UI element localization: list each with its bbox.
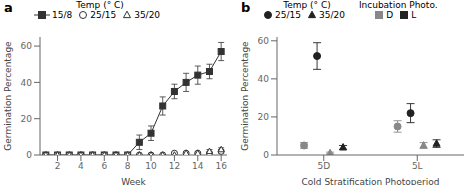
- svg-text:40: 40: [21, 78, 33, 88]
- html-text:D: D: [386, 10, 394, 20]
- svg-text:6: 6: [101, 161, 107, 171]
- svg-text:Week: Week: [121, 177, 146, 185]
- svg-text:2: 2: [55, 161, 61, 171]
- html-text:25/15: 25/15: [275, 10, 301, 20]
- svg-text:20: 20: [258, 112, 270, 122]
- html-text:a: a: [4, 0, 13, 15]
- svg-text:0: 0: [26, 150, 32, 160]
- html-text:35/20: 35/20: [134, 10, 161, 20]
- svg-text:Cold Stratification Photoperio: Cold Stratification Photoperiod: [302, 177, 440, 185]
- svg-text:12: 12: [169, 161, 180, 171]
- html-text:35/20: 35/20: [318, 10, 345, 20]
- svg-text:60: 60: [21, 41, 33, 51]
- svg-text:Germination Percentage: Germination Percentage: [8, 41, 13, 151]
- html-text:Temp (° C): Temp (° C): [283, 0, 331, 10]
- svg-text:16: 16: [215, 161, 227, 171]
- svg-text:5D: 5D: [317, 161, 330, 171]
- html-text:25/15: 25/15: [90, 10, 117, 20]
- svg-text:0: 0: [263, 150, 269, 160]
- html-text:Temp (° C): Temp (° C): [76, 0, 124, 10]
- svg-text:20: 20: [21, 114, 33, 124]
- html-text:L: L: [411, 10, 417, 20]
- svg-text:4: 4: [78, 161, 84, 171]
- svg-text:Germination Percentage: Germination Percentage: [240, 41, 250, 151]
- svg-text:60: 60: [258, 36, 270, 46]
- html-text:Incubation Photo.: Incubation Photo.: [358, 0, 438, 10]
- svg-text:5L: 5L: [412, 161, 423, 171]
- html-text:b: b: [241, 0, 251, 15]
- html-text:15/8: 15/8: [52, 10, 73, 20]
- svg-text:10: 10: [145, 161, 157, 171]
- svg-text:8: 8: [125, 161, 131, 171]
- svg-text:40: 40: [258, 74, 270, 84]
- svg-text:14: 14: [192, 161, 204, 171]
